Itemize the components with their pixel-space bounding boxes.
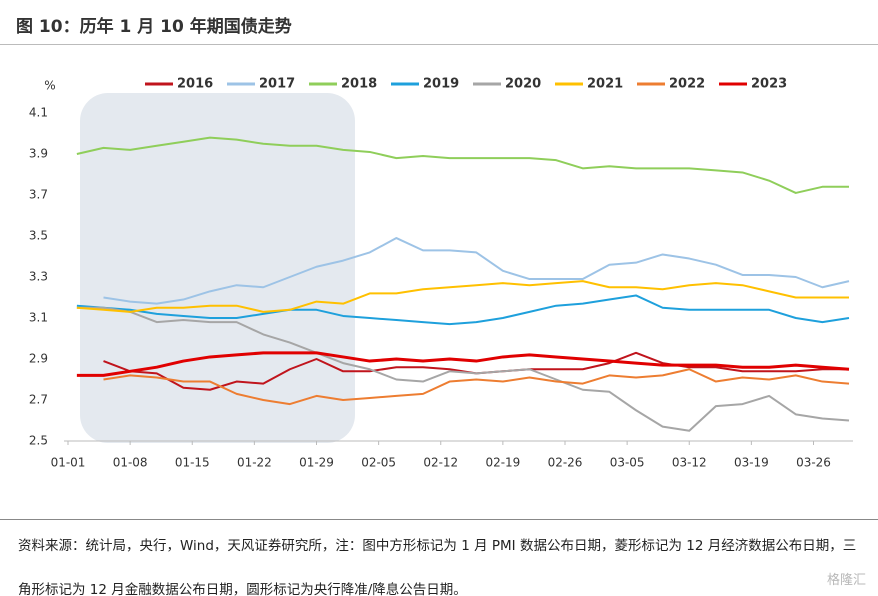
- watermark: 格隆汇: [826, 573, 866, 588]
- x-tick-label: 01-29: [299, 456, 334, 470]
- line: [76, 351, 850, 377]
- line: [76, 306, 850, 432]
- y-tick-label: 2.5: [29, 434, 48, 448]
- legend-label: 2016: [177, 77, 213, 92]
- legend-label: 2023: [751, 77, 787, 92]
- x-tick-label: 02-12: [423, 456, 458, 470]
- legend-label: 2020: [505, 77, 541, 92]
- x-tick-label: 02-19: [485, 456, 520, 470]
- line: [76, 294, 850, 326]
- footnote: 资料来源：统计局，央行，Wind，天风证券研究所，注：图中方形标记为 1 月 P…: [18, 538, 857, 596]
- y-tick-label: 2.9: [29, 352, 48, 366]
- y-tick-label: 3.1: [29, 311, 48, 325]
- x-tick-label: 02-05: [361, 456, 396, 470]
- divider: [0, 44, 878, 45]
- y-tick-label: 4.1: [29, 106, 48, 120]
- y-tick-label: 3.3: [29, 270, 48, 284]
- y-unit: %: [44, 79, 55, 93]
- x-tick-label: 01-01: [51, 456, 86, 470]
- highlight-box: [80, 93, 355, 443]
- x-tick-label: 03-19: [734, 456, 769, 470]
- legend-label: 2018: [341, 77, 377, 92]
- legend-label: 2017: [259, 77, 295, 92]
- line: [103, 368, 850, 406]
- x-tick-label: 02-26: [548, 456, 583, 470]
- legend-label: 2019: [423, 77, 459, 92]
- y-tick-label: 3.9: [29, 147, 48, 161]
- x-tick-label: 03-26: [796, 456, 831, 470]
- y-tick-label: 2.7: [29, 393, 48, 407]
- legend-label: 2022: [669, 77, 705, 92]
- chart: % 2.5 2.7 2.9 3.1 3.3 3.5 3.7 3.9 4.1 01-01 01-08 0…: [29, 77, 853, 470]
- x-tick-label: 03-12: [672, 456, 707, 470]
- y-tick-label: 3.7: [29, 188, 48, 202]
- line: [103, 237, 850, 305]
- x-tick-label: 01-08: [113, 456, 148, 470]
- chart-title: 图 10：历年 1 月 10 年期国债走势: [16, 17, 292, 37]
- line: [76, 280, 849, 313]
- y-tick-label: 3.5: [29, 229, 48, 243]
- divider: [0, 519, 878, 520]
- x-tick-label: 01-22: [237, 456, 272, 470]
- line: [76, 136, 849, 194]
- legend-label: 2021: [587, 77, 623, 92]
- x-tick-label: 01-15: [175, 456, 210, 470]
- x-tick-label: 03-05: [610, 456, 645, 470]
